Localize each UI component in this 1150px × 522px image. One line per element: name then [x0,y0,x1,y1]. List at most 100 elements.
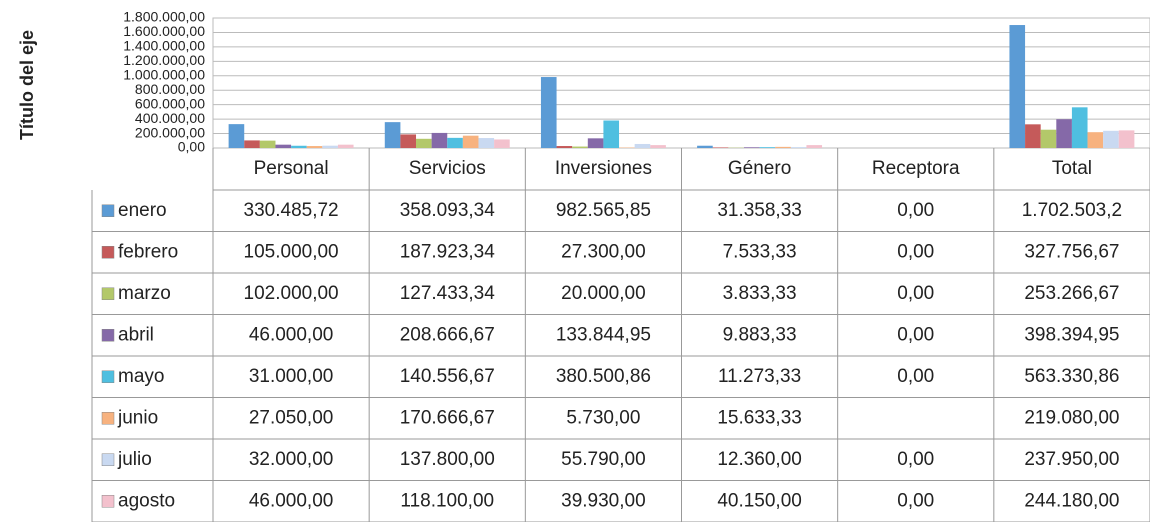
y-tick-label: 800.000,00 [135,81,205,97]
bar [400,134,417,148]
bar [712,147,729,148]
table-value: 140.556,67 [400,366,495,387]
table-value: 39.930,00 [561,490,646,511]
table-value: 327.756,67 [1024,241,1119,262]
table-value: 0,00 [897,449,934,470]
bar [540,77,557,148]
legend-swatch [101,412,115,425]
y-tick-label: 200.000,00 [135,124,205,140]
bar [1103,130,1119,148]
table-value: 127.433,34 [400,283,496,304]
legend-swatch [101,495,115,508]
table-value: 11.273,33 [718,366,801,387]
legend-label: agosto [118,490,175,511]
y-tick-label: 1.400.000,00 [123,38,205,54]
legend-label: enero [118,200,167,221]
table-value: 0,00 [897,324,934,345]
bar [806,145,823,148]
x-tick-label: Personal [254,158,329,179]
legend-label: febrero [118,241,178,262]
x-tick-label: Total [1052,158,1092,179]
y-tick-label: 1.600.000,00 [123,23,205,39]
bar [306,146,323,148]
legend-label: mayo [118,366,164,387]
bar [1056,119,1072,148]
y-tick-label: 1.200.000,00 [123,52,205,68]
bar [1025,124,1041,148]
table-value: 0,00 [897,200,934,221]
table-value: 55.790,00 [561,449,646,470]
legend-swatch [101,287,115,300]
table-value: 0,00 [897,366,934,387]
bar [447,137,463,148]
table-value: 32.000,00 [249,449,334,470]
bar [259,140,276,148]
table-value: 31.000,00 [249,366,334,387]
x-tick-label: Servicios [409,158,486,179]
table-value: 46.000,00 [249,324,334,345]
bar [1040,129,1057,148]
table-value: 208.666,67 [400,324,495,345]
table-value: 40.150,00 [717,490,802,511]
table-value: 31.358,33 [717,200,802,221]
bar [1009,25,1026,148]
table-value: 15.633,33 [717,407,802,428]
legend-label: junio [117,407,158,428]
legend-label: abril [118,324,154,345]
y-axis-title: Título del eje [17,30,37,140]
legend-swatch [101,204,115,217]
legend-swatch [101,453,115,466]
table-value: 133.844,95 [556,324,651,345]
table-value: 20.000,00 [561,283,646,304]
bar [1071,107,1088,148]
table-value: 0,00 [897,241,934,262]
table-value: 12.360,00 [717,449,802,470]
bar [416,138,432,148]
table-value: 1.702.503,2 [1022,200,1122,221]
table-value: 9.883,33 [723,324,797,345]
bar [587,138,604,148]
table-value: 380.500,86 [556,366,651,387]
table-value: 0,00 [897,490,934,511]
bar [556,146,573,148]
y-tick-label: 600.000,00 [135,95,205,111]
table-value: 3.833,33 [723,283,797,304]
legend-label: julio [117,449,152,470]
bar [1087,132,1104,148]
y-tick-label: 1.000.000,00 [123,66,205,82]
table-value: 118.100,00 [400,490,494,511]
bar [650,145,666,148]
y-tick-label: 1.800.000,00 [123,9,205,25]
table-value: 27.050,00 [249,407,334,428]
bar [275,144,292,148]
table-value: 244.180,00 [1024,490,1119,511]
bar [603,120,620,148]
table-value: 27.300,00 [561,241,646,262]
table-value: 170.666,67 [400,407,495,428]
bar [572,146,588,148]
bar [431,132,448,148]
table-value: 7.533,33 [723,241,797,262]
table-value: 5.730,00 [566,407,640,428]
bar [462,135,479,148]
table-value: 398.394,95 [1024,324,1119,345]
bar [775,146,791,148]
bar [759,147,776,148]
bar [384,122,401,148]
bar [291,145,307,148]
bar [634,143,651,148]
bar [478,138,495,148]
y-tick-label: 0,00 [178,139,205,155]
bar [743,147,760,148]
x-tick-label: Inversiones [555,158,652,179]
bar [337,144,354,148]
bar [322,145,338,148]
y-tick-label: 400.000,00 [135,110,205,126]
table-value: 219.080,00 [1024,407,1119,428]
bar [228,124,245,148]
legend-swatch [101,370,115,383]
x-tick-label: Género [728,158,791,179]
legend-swatch [101,246,115,259]
table-value: 105.000,00 [244,241,339,262]
